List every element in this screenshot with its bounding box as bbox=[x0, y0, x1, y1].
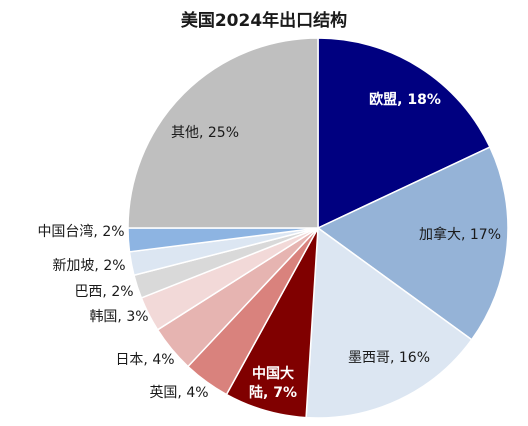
pie-labels: 欧盟, 18% 加拿大, 17% 墨西哥, 16% 中国大陆, 7% 英国, 4% 日本,… bbox=[37, 91, 501, 401]
slice-label-8: 巴西, 2% bbox=[74, 284, 133, 300]
pie-slice-11 bbox=[127, 37, 319, 229]
slice-label-4: 中国大陆, 7% bbox=[249, 365, 297, 401]
slice-label-5: 英国, 4% bbox=[149, 384, 208, 401]
slice-label-3: 墨西哥, 16% bbox=[348, 350, 430, 366]
pie-slices bbox=[127, 37, 509, 419]
pie-slice-2 bbox=[316, 146, 509, 341]
chart-title: 美国2024年出口结构 bbox=[180, 11, 348, 31]
slice-label-2: 加拿大, 17% bbox=[419, 226, 501, 243]
pie-slice-1 bbox=[317, 37, 491, 230]
pie-slice-3 bbox=[305, 226, 473, 419]
slice-label-10: 中国台湾, 2% bbox=[37, 223, 124, 240]
slice-label-11: 其他, 25% bbox=[171, 125, 239, 141]
slice-label-1: 欧盟, 18% bbox=[369, 91, 441, 108]
slice-label-7: 韩国, 3% bbox=[89, 309, 148, 325]
slice-label-6: 日本, 4% bbox=[115, 352, 174, 368]
slice-label-9: 新加坡, 2% bbox=[52, 258, 125, 274]
